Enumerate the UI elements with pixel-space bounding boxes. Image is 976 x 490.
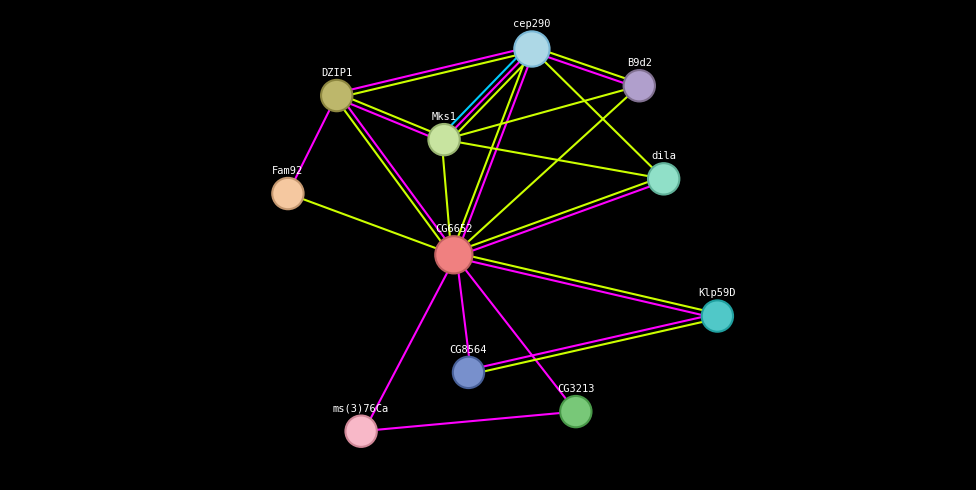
Circle shape	[321, 80, 352, 111]
Text: Mks1: Mks1	[431, 112, 457, 122]
Text: CG8564: CG8564	[450, 345, 487, 355]
Text: CG6652: CG6652	[435, 224, 472, 234]
Circle shape	[514, 31, 549, 67]
Circle shape	[624, 70, 655, 101]
Circle shape	[272, 178, 304, 209]
Circle shape	[453, 357, 484, 388]
Text: B9d2: B9d2	[627, 58, 652, 68]
Text: Klp59D: Klp59D	[699, 289, 736, 298]
Text: cep290: cep290	[513, 20, 550, 29]
Circle shape	[435, 236, 472, 273]
Text: ms(3)76Ca: ms(3)76Ca	[333, 404, 389, 414]
Circle shape	[346, 416, 377, 447]
Text: DZIP1: DZIP1	[321, 68, 352, 78]
Circle shape	[702, 300, 733, 332]
Circle shape	[648, 163, 679, 195]
Circle shape	[560, 396, 591, 427]
Text: Fam92: Fam92	[272, 166, 304, 176]
Text: dila: dila	[651, 151, 676, 161]
Circle shape	[428, 124, 460, 155]
Text: CG3213: CG3213	[557, 384, 594, 394]
